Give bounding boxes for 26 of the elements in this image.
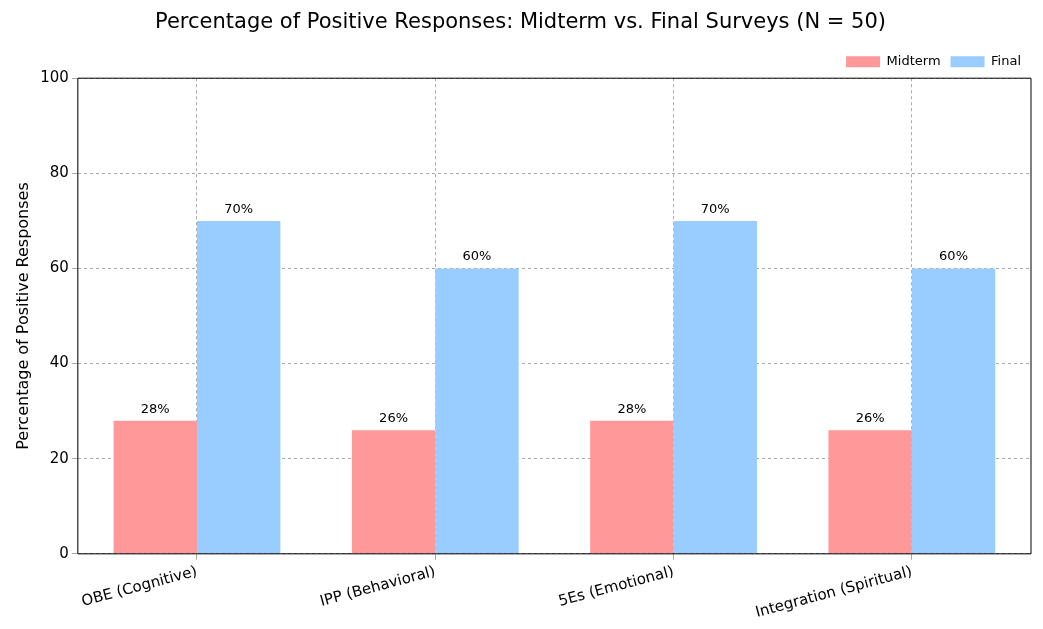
bar (911, 268, 996, 554)
data-label: 28% (617, 400, 647, 416)
bar (196, 220, 281, 554)
data-label: 70% (224, 200, 254, 216)
bar (113, 420, 197, 554)
y-tick-label: 80 (49, 163, 69, 182)
bar (435, 268, 519, 554)
data-label: 26% (855, 410, 885, 426)
y-tick-label: 100 (40, 68, 69, 87)
bar (673, 220, 757, 554)
y-tick-label: 20 (49, 448, 69, 467)
chart-title: Percentage of Positive Responses: Midterm vs. Final Surveys (N = 50) (155, 9, 886, 34)
y-tick-label: 60 (49, 258, 69, 277)
bar (828, 430, 912, 554)
data-label: 70% (700, 200, 730, 216)
legend-label: Final (991, 53, 1022, 69)
bar (351, 430, 436, 554)
legend-label: Midterm (886, 53, 941, 69)
data-label: 60% (462, 248, 492, 264)
data-label: 26% (379, 410, 409, 426)
data-label: 28% (140, 400, 170, 416)
bar (590, 420, 674, 554)
y-tick-label: 0 (59, 543, 69, 562)
data-label: 60% (939, 248, 969, 264)
y-axis-title: Percentage of Positive Responses (12, 182, 32, 450)
y-tick-label: 40 (49, 353, 69, 372)
